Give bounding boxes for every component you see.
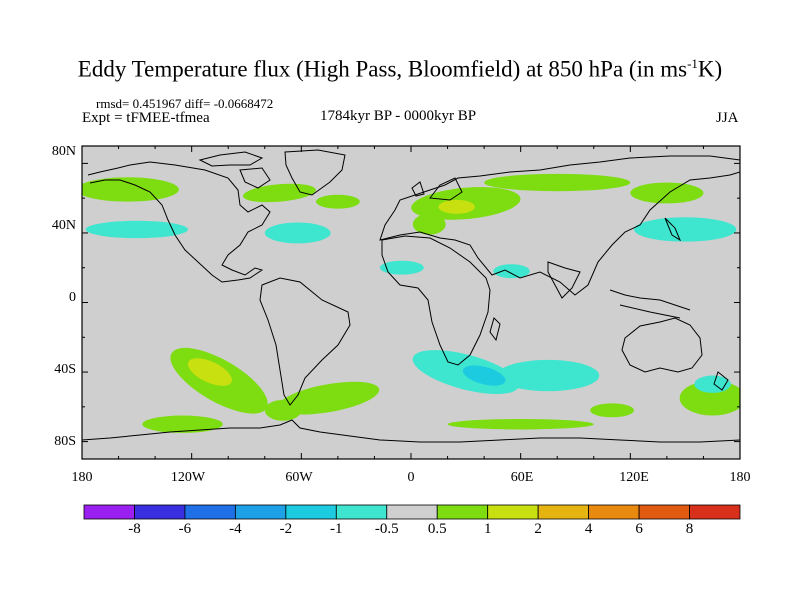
- flux-region-siberia-pos: [484, 173, 631, 192]
- new-zealand-coast: [713, 371, 729, 391]
- lon-tick-label: 0: [407, 470, 415, 485]
- lat-tick-label: 80N: [51, 144, 76, 159]
- season-label: JJA: [716, 110, 739, 126]
- colorbar-box: [285, 504, 337, 520]
- flux-region-new-zealand-neg: [694, 375, 731, 393]
- lat-tick-label: 80S: [54, 434, 76, 449]
- south-america-coast: [259, 277, 351, 406]
- north-america-coast: [87, 161, 271, 283]
- colorbar-box: [537, 504, 590, 520]
- lon-tick-label: 120E: [619, 470, 649, 485]
- colorbar-label: 2: [534, 521, 542, 537]
- colorbar-box: [134, 504, 186, 520]
- experiment-label: Expt = tFMEE-tfmea: [82, 110, 210, 126]
- stats-label: rmsd= 0.451967 diff= -0.0668472: [96, 96, 274, 111]
- flux-region-mediterranean-pos: [412, 213, 446, 235]
- colorbar-label: 6: [635, 521, 643, 537]
- eurasia-coast: [379, 155, 740, 296]
- colorbar-box: [436, 504, 489, 520]
- lat-tick-label: 40N: [51, 218, 76, 233]
- flux-region-southern-ocean-pos: [447, 419, 594, 430]
- greenland-coast: [284, 149, 346, 196]
- flux-region-sahara-neg: [379, 260, 424, 275]
- lat-tick-label: 0: [69, 290, 76, 305]
- colorbar-box: [335, 504, 388, 520]
- africa-coast: [381, 235, 491, 366]
- lon-tick-label: 180: [71, 470, 93, 485]
- colorbar-box: [487, 504, 539, 520]
- colorbar-box: [234, 504, 287, 520]
- colorbar-label: -0.5: [374, 521, 399, 537]
- colorbar-box: [386, 504, 438, 520]
- lon-tick-label: 60E: [510, 470, 534, 485]
- chart-title: Eddy Temperature flux (High Pass, Bloomf…: [77, 56, 723, 82]
- lon-tick-label: 180: [729, 470, 751, 485]
- india-coast: [547, 261, 581, 299]
- flux-region-nw-pacific-pos: [82, 177, 179, 202]
- colorbar-box: [184, 504, 236, 520]
- colorbar-box: [83, 504, 135, 520]
- colorbar-label: 1: [483, 521, 492, 537]
- canada-islands-coast: [198, 151, 271, 189]
- colorbar-label: 4: [584, 521, 593, 537]
- colorbar-label: 0.5: [427, 521, 447, 537]
- period-label: 1784kyr BP - 0000kyr BP: [320, 108, 477, 124]
- flux-region-greenland-pos: [315, 194, 360, 209]
- lat-tick-label: 40S: [54, 362, 76, 377]
- flux-region-west-atlantic-neg: [264, 222, 331, 244]
- madagascar-coast: [489, 317, 501, 342]
- antarctica-coast: [82, 419, 740, 443]
- colorbar-box: [689, 504, 741, 520]
- flux-region-southern-indian-pos: [590, 403, 634, 418]
- flux-field: [82, 173, 740, 433]
- colorbar-box: [588, 504, 640, 520]
- japan-coast: [664, 217, 682, 242]
- flux-region-south-pacific-south: [142, 415, 223, 433]
- flux-region-south-pacific-core: [187, 358, 232, 386]
- lon-tick-label: 60W: [285, 470, 313, 485]
- colorbar-label: -6: [178, 521, 192, 537]
- lon-tick-label: 120W: [170, 470, 206, 485]
- australia-coast: [621, 317, 703, 373]
- flux-region-nw-pacific-neg: [85, 220, 189, 239]
- colorbar-label: -1: [330, 521, 343, 537]
- se-asia-islands-coast: [609, 289, 691, 319]
- axis-ticks: [81, 146, 741, 459]
- flux-region-europe-core: [438, 199, 475, 214]
- flux-region-drake-pos: [264, 399, 302, 421]
- europe-detail-coast: [411, 177, 463, 201]
- colorbar: [83, 504, 741, 520]
- colorbar-label: -4: [229, 521, 242, 537]
- colorbar-label: -2: [279, 521, 293, 537]
- flux-region-ne-pacific-pos: [630, 182, 704, 204]
- flux-region-indian-ocean-neg: [496, 359, 600, 392]
- flux-region-indian-ocean-core: [462, 365, 506, 386]
- coastlines: [82, 149, 740, 443]
- flux-region-japan-neg: [633, 217, 737, 242]
- colorbar-label: 8: [685, 521, 694, 537]
- colorbar-label: -8: [128, 521, 141, 537]
- colorbar-box: [638, 504, 690, 520]
- flux-region-arabia-neg: [493, 264, 530, 279]
- flux-region-sw-atlantic-pos: [278, 381, 380, 415]
